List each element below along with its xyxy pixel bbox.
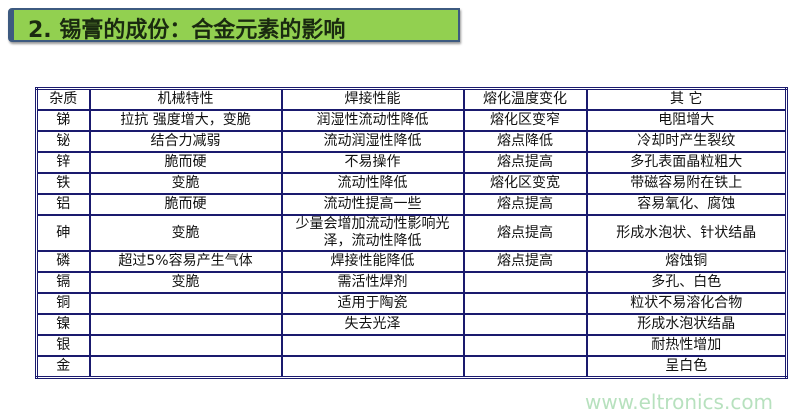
table-cell bbox=[462, 271, 588, 294]
table-cell: 变脆 bbox=[88, 271, 283, 294]
header-cell: 焊接性能 bbox=[280, 87, 465, 111]
table-cell: 熔化区变宽 bbox=[462, 172, 588, 195]
table-cell bbox=[88, 313, 283, 336]
table-cell: 锌 bbox=[35, 151, 91, 174]
table-cell: 形成水泡状、针状结晶 bbox=[585, 214, 788, 252]
table-row: 砷变脆 少量会增加流动性影响光泽，流动性降低 熔点提高 形成水泡状、针状结晶 bbox=[35, 214, 788, 252]
table-cell: 冷却时产生裂纹 bbox=[585, 130, 788, 153]
table-header-row: 杂质 机械特性 焊接性能 熔化温度变化其 它 bbox=[35, 87, 788, 111]
table-cell: 变脆 bbox=[88, 214, 283, 252]
table-cell: 熔蚀铜 bbox=[585, 250, 788, 273]
table-row: 镉变脆 需活性焊剂 多孔、白色 bbox=[35, 271, 788, 294]
table-cell bbox=[280, 355, 465, 379]
table-cell: 多孔表面晶粒粗大 bbox=[585, 151, 788, 174]
table-row: 磷超过5%容易产生气体 焊接性能降低 熔点提高 熔蚀铜 bbox=[35, 250, 788, 273]
table-cell: 超过5%容易产生气体 bbox=[88, 250, 283, 273]
table-row: 铁变脆 流动性降低 熔化区变宽 带磁容易附在铁上 bbox=[35, 172, 788, 195]
header-cell: 熔化温度变化 bbox=[462, 87, 588, 111]
section-title-bar: 2. 锡膏的成份：合金元素的影响 bbox=[8, 8, 460, 43]
section-title: 2. 锡膏的成份：合金元素的影响 bbox=[28, 18, 346, 43]
table-row: 锑拉抗 强度增大，变脆 润湿性流动性降低 熔化区变窄 电阻增大 bbox=[35, 109, 788, 132]
table-cell: 脆而硬 bbox=[88, 193, 283, 216]
table-cell: 铋 bbox=[35, 130, 91, 153]
table-cell: 熔化区变窄 bbox=[462, 109, 588, 132]
table-cell: 结合力减弱 bbox=[88, 130, 283, 153]
table-cell: 拉抗 强度增大，变脆 bbox=[88, 109, 283, 132]
table-cell: 铜 bbox=[35, 292, 91, 315]
table-cell: 少量会增加流动性影响光泽，流动性降低 bbox=[280, 214, 465, 252]
table-cell: 适用于陶瓷 bbox=[280, 292, 465, 315]
table-cell: 铝 bbox=[35, 193, 91, 216]
table-cell: 失去光泽 bbox=[280, 313, 465, 336]
table-cell bbox=[88, 355, 283, 379]
watermark: www.eltronics.com bbox=[585, 390, 774, 414]
table-row: 锌脆而硬 不易操作 熔点提高 多孔表面晶粒粗大 bbox=[35, 151, 788, 174]
table-cell: 锑 bbox=[35, 109, 91, 132]
table-cell bbox=[462, 334, 588, 357]
table-cell: 带磁容易附在铁上 bbox=[585, 172, 788, 195]
table-cell: 银 bbox=[35, 334, 91, 357]
table-cell bbox=[462, 292, 588, 315]
table-cell: 形成水泡状结晶 bbox=[585, 313, 788, 336]
table-cell: 铁 bbox=[35, 172, 91, 195]
table-cell: 镉 bbox=[35, 271, 91, 294]
table-cell: 耐热性增加 bbox=[585, 334, 788, 357]
table-cell: 熔点提高 bbox=[462, 250, 588, 273]
header-cell: 机械特性 bbox=[88, 87, 283, 111]
table-cell: 焊接性能降低 bbox=[280, 250, 465, 273]
table-row: 铝脆而硬 流动性提高一些 熔点提高 容易氧化、腐蚀 bbox=[35, 193, 788, 216]
table-cell bbox=[462, 313, 588, 336]
table-cell: 粒状不易溶化合物 bbox=[585, 292, 788, 315]
table-cell: 熔点提高 bbox=[462, 193, 588, 216]
table-cell bbox=[462, 355, 588, 379]
table-cell: 需活性焊剂 bbox=[280, 271, 465, 294]
table-cell: 变脆 bbox=[88, 172, 283, 195]
table-cell: 磷 bbox=[35, 250, 91, 273]
table-cell: 流动润湿性降低 bbox=[280, 130, 465, 153]
alloy-impurity-table: 杂质 机械特性 焊接性能 熔化温度变化其 它锑拉抗 强度增大，变脆 润湿性流动性降低 熔化… bbox=[35, 87, 788, 379]
table-cell: 容易氧化、腐蚀 bbox=[585, 193, 788, 216]
table-row: 镍 失去光泽 形成水泡状结晶 bbox=[35, 313, 788, 336]
table-cell: 多孔、白色 bbox=[585, 271, 788, 294]
table-cell: 砷 bbox=[35, 214, 91, 252]
table-cell bbox=[88, 334, 283, 357]
table-cell: 脆而硬 bbox=[88, 151, 283, 174]
table-row: 金 呈白色 bbox=[35, 355, 788, 379]
table-cell: 流动性提高一些 bbox=[280, 193, 465, 216]
table-cell: 镍 bbox=[35, 313, 91, 336]
header-cell: 其 它 bbox=[585, 87, 788, 111]
table-cell: 呈白色 bbox=[585, 355, 788, 379]
table-cell bbox=[88, 292, 283, 315]
table-cell: 电阻增大 bbox=[585, 109, 788, 132]
table-cell: 金 bbox=[35, 355, 91, 379]
header-cell: 杂质 bbox=[35, 87, 91, 111]
table-cell: 熔点降低 bbox=[462, 130, 588, 153]
table-row: 铋结合力减弱 流动润湿性降低 熔点降低 冷却时产生裂纹 bbox=[35, 130, 788, 153]
table-row: 银 耐热性增加 bbox=[35, 334, 788, 357]
table-cell: 润湿性流动性降低 bbox=[280, 109, 465, 132]
table-cell: 流动性降低 bbox=[280, 172, 465, 195]
table-cell: 熔点提高 bbox=[462, 214, 588, 252]
table-row: 铜 适用于陶瓷 粒状不易溶化合物 bbox=[35, 292, 788, 315]
table-cell: 不易操作 bbox=[280, 151, 465, 174]
table-cell: 熔点提高 bbox=[462, 151, 588, 174]
table-cell bbox=[280, 334, 465, 357]
